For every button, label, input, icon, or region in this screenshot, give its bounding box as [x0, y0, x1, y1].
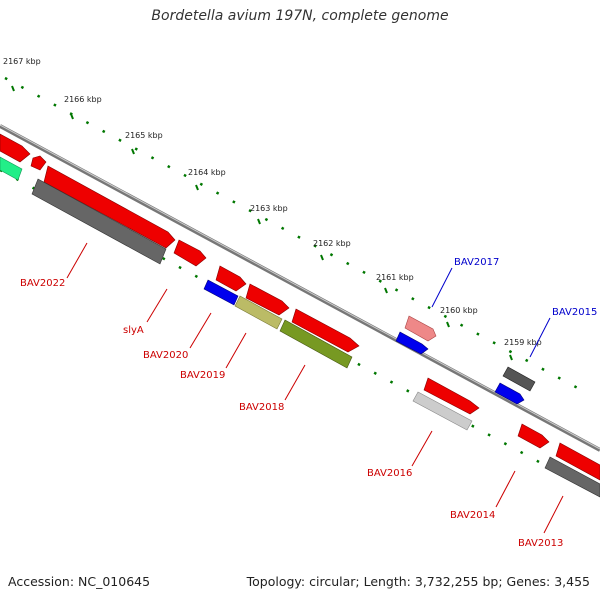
gene-feature-forward — [43, 165, 176, 249]
gene-feature-forward — [555, 442, 600, 481]
tick-label: 2162 kbp — [313, 239, 351, 248]
tick-mark — [257, 218, 261, 225]
gene-feature-blue — [395, 331, 429, 355]
gene-feature-olive — [234, 295, 283, 330]
gene-feature-green — [0, 156, 23, 181]
other-genes — [0, 156, 600, 498]
gene-feature-forward — [517, 423, 550, 449]
kbp-ticks: 2167 kbp 2166 kbp 2165 kbp 2164 kbp 2163… — [3, 57, 542, 361]
gene-label: BAV2017 — [454, 257, 499, 268]
gene-labels: BAV2022 slyA BAV2020 BAV2019 BAV2018 BAV… — [20, 257, 597, 549]
tick-label: 2161 kbp — [376, 273, 414, 282]
map-title: Bordetella avium 197N, complete genome — [151, 8, 449, 24]
leader-line — [495, 470, 516, 508]
tick-label: 2163 kbp — [250, 204, 288, 213]
tick-mark — [509, 354, 513, 361]
leader-line — [189, 312, 212, 349]
gene-feature-forward — [423, 377, 480, 415]
leader-line — [284, 364, 306, 401]
label-leaders — [66, 242, 564, 534]
gene-label: BAV2015 — [552, 307, 597, 318]
tick-mark — [70, 113, 74, 120]
gene-feature-forward — [30, 155, 47, 171]
tick-mark — [131, 148, 135, 155]
forward-genes — [0, 133, 600, 481]
leader-line — [146, 288, 168, 323]
tick-label: 2164 kbp — [188, 168, 226, 177]
gene-label: BAV2022 — [20, 278, 65, 289]
tick-label: 2160 kbp — [440, 306, 478, 315]
gene-feature-olive-dark — [279, 319, 353, 369]
accession-text: Accession: NC_010645 — [8, 574, 151, 589]
leader-line — [66, 242, 88, 279]
tick-mark — [11, 85, 15, 92]
tick-label: 2159 kbp — [504, 338, 542, 347]
tick-mark — [384, 287, 388, 294]
gene-feature-reverse — [544, 456, 600, 498]
gene-label: BAV2013 — [518, 538, 563, 549]
leader-line — [543, 495, 564, 534]
tick-mark — [446, 321, 450, 328]
gene-feature-reverse — [31, 178, 167, 265]
gene-feature-forward — [404, 315, 437, 342]
tick-label: 2167 kbp — [3, 57, 41, 66]
gene-label: slyA — [123, 325, 144, 336]
gene-feature-forward — [173, 239, 207, 267]
tick-mark — [195, 184, 199, 191]
gene-label: BAV2020 — [143, 350, 188, 361]
gene-feature-forward — [215, 265, 247, 292]
leader-line — [431, 267, 453, 308]
genome-summary-text: Topology: circular; Length: 3,732,255 bp… — [246, 574, 590, 589]
leader-line — [529, 317, 551, 358]
gene-feature-reverse — [502, 366, 536, 392]
gene-feature-forward — [0, 133, 31, 163]
tick-label: 2165 kbp — [125, 131, 163, 140]
gene-feature-blue — [494, 382, 525, 405]
gene-feature-light-gray — [412, 391, 473, 431]
gene-feature-blue — [203, 279, 239, 306]
gene-label: BAV2019 — [180, 370, 225, 381]
leader-line — [225, 332, 247, 369]
gene-feature-forward — [245, 283, 290, 316]
outer-tick-track — [4, 76, 586, 394]
gene-label: BAV2014 — [450, 510, 495, 521]
leader-line — [411, 430, 433, 467]
genome-backbone — [0, 124, 600, 452]
tick-label: 2166 kbp — [64, 95, 102, 104]
gene-label: BAV2018 — [239, 402, 284, 413]
gene-label: BAV2016 — [367, 468, 412, 479]
gene-feature-forward — [291, 308, 360, 353]
tick-mark — [320, 254, 324, 261]
